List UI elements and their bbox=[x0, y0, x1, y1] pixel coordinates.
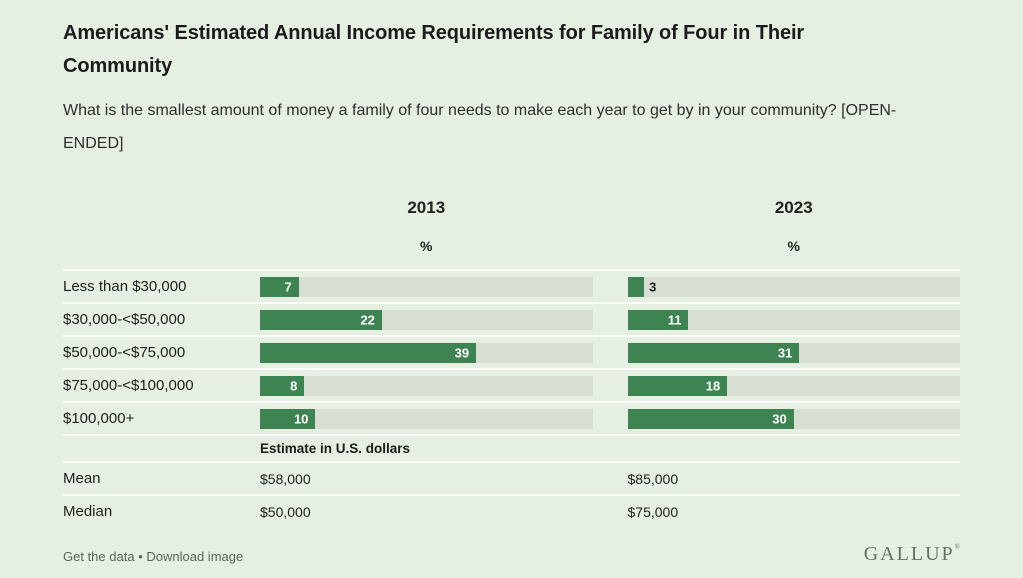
bar-track-2013: 8 bbox=[260, 375, 593, 396]
footer-links-separator: • bbox=[138, 549, 143, 564]
bar-value-label: 7 bbox=[284, 279, 292, 294]
mean-value-2023: $85,000 bbox=[627, 470, 679, 487]
mean-row: Mean $58,000 $85,000 bbox=[63, 461, 960, 494]
unit-header-2013: % bbox=[420, 238, 433, 254]
stat-label-mean: Mean bbox=[63, 470, 101, 487]
chart-container: Americans' Estimated Annual Income Requi… bbox=[63, 0, 960, 527]
bar-2023 bbox=[627, 375, 728, 396]
stat-label-median: Median bbox=[63, 503, 113, 520]
download-image-link[interactable]: Download image bbox=[146, 549, 244, 564]
bar-track-2023: 18 bbox=[627, 375, 960, 396]
mean-value-2013: $58,000 bbox=[260, 470, 311, 487]
bar-2023 bbox=[627, 276, 645, 297]
bar-value-label: 39 bbox=[454, 345, 470, 360]
category-label: $100,000+ bbox=[63, 410, 135, 427]
category-label: Less than $30,000 bbox=[63, 278, 187, 295]
bar-track-2023: 31 bbox=[627, 342, 960, 363]
category-label: $75,000-<$100,000 bbox=[63, 377, 194, 394]
table-row: $50,000-<$75,000 39 31 bbox=[63, 335, 960, 368]
estimate-header-row: Estimate in U.S. dollars bbox=[63, 434, 960, 461]
bar-value-label: 10 bbox=[293, 411, 309, 426]
chart-question-subtitle: What is the smallest amount of money a f… bbox=[63, 102, 897, 152]
bar-2013 bbox=[260, 342, 477, 363]
bar-2013 bbox=[260, 309, 382, 330]
bar-value-label: 18 bbox=[705, 378, 721, 393]
bar-value-label: 30 bbox=[772, 411, 787, 426]
bar-2013 bbox=[260, 276, 299, 297]
bar-2013 bbox=[260, 375, 305, 396]
get-the-data-link[interactable]: Get the data bbox=[63, 549, 135, 564]
bar-value-label: 8 bbox=[290, 378, 298, 393]
table-row: $100,000+ 10 30 bbox=[63, 401, 960, 434]
unit-header-2023: % bbox=[787, 238, 800, 254]
bar-2013 bbox=[260, 408, 316, 429]
registered-trademark-icon: ® bbox=[954, 543, 960, 551]
category-label: $30,000-<$50,000 bbox=[63, 311, 186, 328]
bar-value-label: 11 bbox=[667, 312, 682, 327]
footer: Get the data • Download image GALLUP® bbox=[63, 543, 960, 565]
column-unit-headers: % % bbox=[63, 238, 960, 254]
gallup-logo: GALLUP® bbox=[863, 543, 960, 565]
bar-track-2023: 11 bbox=[627, 309, 960, 330]
median-value-2013: $50,000 bbox=[260, 503, 311, 520]
column-header-2023: 2023 bbox=[774, 198, 813, 217]
footer-links: Get the data • Download image bbox=[63, 549, 243, 564]
bar-track-2013: 10 bbox=[260, 408, 593, 429]
median-row: Median $50,000 $75,000 bbox=[63, 494, 960, 527]
column-header-2013: 2013 bbox=[407, 198, 446, 217]
bar-value-label: 22 bbox=[360, 312, 375, 327]
bar-2023 bbox=[627, 309, 689, 330]
category-label: $50,000-<$75,000 bbox=[63, 344, 186, 361]
table-row: Less than $30,000 7 3 bbox=[63, 269, 960, 302]
bar-track-2023: 3 bbox=[627, 276, 960, 297]
bar-track-2023: 30 bbox=[627, 408, 960, 429]
bar-2023 bbox=[627, 342, 800, 363]
column-year-headers: 2013 2023 bbox=[63, 198, 960, 218]
bar-value-label: 31 bbox=[777, 345, 793, 360]
bar-track-2013: 39 bbox=[260, 342, 593, 363]
estimate-header-label: Estimate in U.S. dollars bbox=[260, 441, 411, 456]
table-row: $75,000-<$100,000 8 18 bbox=[63, 368, 960, 401]
page-title: Americans' Estimated Annual Income Requi… bbox=[63, 22, 805, 77]
median-value-2023: $75,000 bbox=[627, 503, 679, 520]
table-row: $30,000-<$50,000 22 11 bbox=[63, 302, 960, 335]
gallup-wordmark: GALLUP bbox=[863, 543, 955, 565]
bar-2023 bbox=[627, 408, 794, 429]
bar-track-2013: 7 bbox=[260, 276, 593, 297]
bar-table: Less than $30,000 7 3 $30,000-<$50,000 2… bbox=[63, 269, 960, 527]
bar-track-2013: 22 bbox=[260, 309, 593, 330]
bar-value-label: 3 bbox=[649, 279, 657, 294]
